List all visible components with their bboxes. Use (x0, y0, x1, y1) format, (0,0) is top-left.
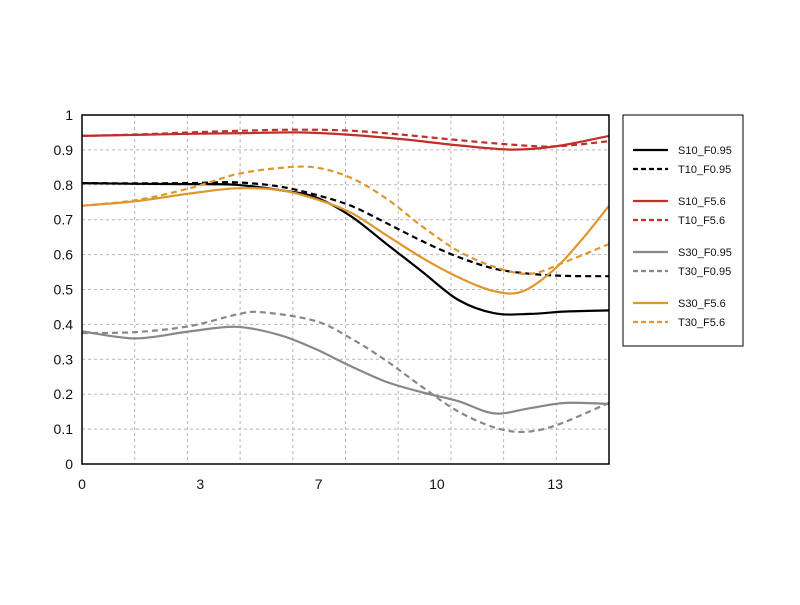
y-tick-label: 0.1 (54, 421, 74, 437)
axis-ticks: 00.10.20.30.40.50.60.70.80.910 3 7 10 13 (54, 107, 564, 492)
y-tick-label: 0.6 (54, 247, 74, 263)
legend: S10_F0.95 T10_F0.95 S10_F5.6 T10_F5.6 S30_F0… (622, 114, 744, 347)
legend-box (622, 114, 744, 347)
series-line-s30-f5-6 (81, 186, 610, 295)
grid (81, 114, 610, 465)
x-tick-label: 0 (78, 476, 86, 492)
y-tick-label: 0.5 (54, 282, 74, 298)
y-tick-label: 0.4 (54, 316, 74, 332)
legend-label: T30_F5.6 (678, 317, 725, 329)
x-tick-label: 7 (315, 476, 323, 492)
legend-label: S30_F0.95 (678, 247, 732, 259)
legend-label: S30_F5.6 (678, 298, 726, 310)
series-layer (81, 128, 610, 434)
series-line-t10-f0-95 (81, 181, 610, 278)
y-tick-label: 1 (65, 107, 73, 123)
x-tick-label: 3 (196, 476, 204, 492)
y-tick-label: 0.2 (54, 386, 74, 402)
x-tick-label: 10 (429, 476, 445, 492)
legend-label: T10_F0.95 (678, 164, 731, 176)
plot-area-frame (81, 114, 610, 465)
legend-label: S10_F0.95 (678, 145, 732, 157)
series-line-t10-f5-6 (81, 128, 610, 148)
series-line-t30-f0-95 (81, 310, 610, 434)
series-line-s30-f0-95 (81, 325, 610, 415)
series-line-t30-f5-6 (81, 165, 610, 276)
legend-label: T30_F0.95 (678, 266, 731, 278)
y-tick-label: 0.3 (54, 351, 74, 367)
y-tick-label: 0.9 (54, 142, 74, 158)
y-tick-label: 0 (65, 456, 73, 472)
x-tick-label: 13 (547, 476, 563, 492)
series-line-s10-f0-95 (81, 182, 610, 316)
y-tick-label: 0.7 (54, 212, 74, 228)
legend-label: S10_F5.6 (678, 196, 726, 208)
legend-label: T10_F5.6 (678, 215, 725, 227)
y-tick-label: 0.8 (54, 177, 74, 193)
